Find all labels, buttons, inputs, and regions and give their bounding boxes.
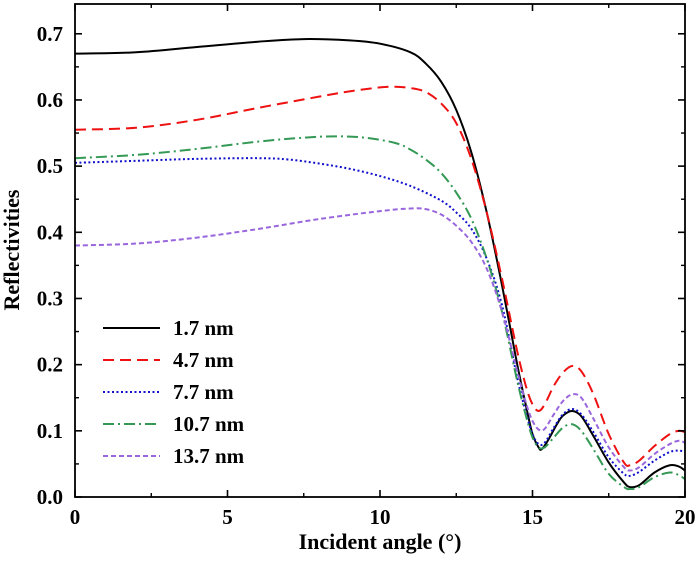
legend-label: 7.7 nm: [173, 380, 234, 404]
series-line-10-7-nm: [74, 135, 686, 491]
y-tick-label: 0.5: [37, 154, 63, 178]
tick-labels: 0 5 10 15 20 0.0 0.1 0.2 0.3 0.4 0.5 0.6 0.7: [37, 22, 696, 529]
series-line-7-7-nm: [74, 157, 686, 478]
y-tick-label: 0.0: [37, 485, 63, 509]
legend-label: 13.7 nm: [173, 444, 245, 468]
plot-frame: [74, 3, 686, 498]
y-axis-title: Reflectivities: [0, 189, 24, 310]
series-line-1-7-nm: [74, 38, 686, 489]
x-tick-label: 15: [522, 505, 543, 529]
axis-ticks: [74, 4, 686, 498]
series-line-13-7-nm: [74, 207, 686, 472]
legend-label: 10.7 nm: [173, 412, 245, 436]
y-tick-label: 0.7: [37, 22, 63, 46]
x-tick-label: 0: [70, 505, 81, 529]
y-tick-label: 0.4: [37, 220, 64, 244]
legend-label: 4.7 nm: [173, 348, 234, 372]
series-line-4-7-nm: [74, 85, 686, 467]
x-tick-label: 10: [370, 505, 391, 529]
y-tick-label: 0.6: [37, 88, 63, 112]
y-tick-label: 0.3: [37, 286, 63, 310]
y-tick-label: 0.2: [37, 353, 63, 377]
curves-group: [74, 38, 686, 491]
y-tick-label: 0.1: [37, 419, 63, 443]
x-axis-title: Incident angle (°): [299, 529, 462, 554]
legend-label: 1.7 nm: [173, 316, 234, 340]
x-tick-label: 20: [675, 505, 696, 529]
legend: 1.7 nm 4.7 nm 7.7 nm 10.7 nm 13.7 nm: [103, 316, 245, 468]
x-tick-label: 5: [222, 505, 233, 529]
